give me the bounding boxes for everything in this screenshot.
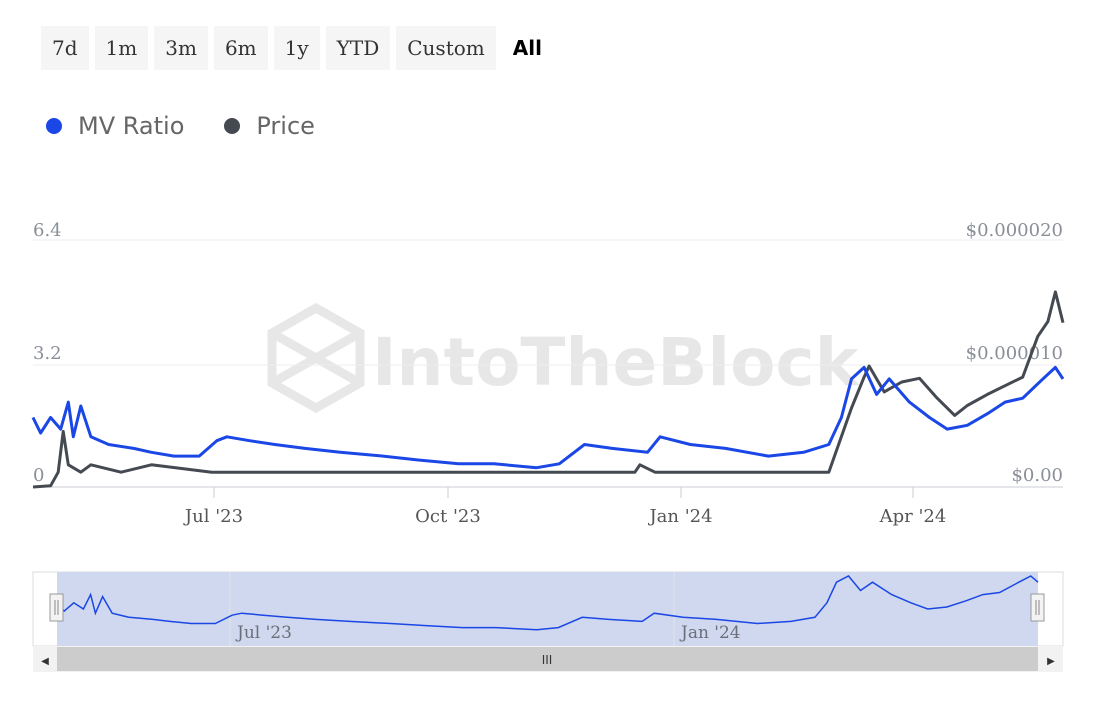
price-series-line <box>32 290 1065 489</box>
navigator-label-jan: Jan '24 <box>679 623 741 643</box>
y-left-tick-6.4: 6.4 <box>33 220 62 241</box>
range-button-all[interactable]: All <box>512 36 542 60</box>
legend-item-mv-ratio[interactable]: MV Ratio <box>46 112 184 140</box>
navigator-label-jul: Jul '23 <box>235 623 292 643</box>
range-button-6m[interactable]: 6m <box>213 26 268 70</box>
y-right-tick-bottom: $0.00 <box>1011 465 1063 486</box>
scroll-right-arrow-icon[interactable]: ▶ <box>1047 656 1055 667</box>
range-button-7d[interactable]: 7d <box>41 26 89 70</box>
legend-label-mv-ratio: MV Ratio <box>78 112 185 140</box>
range-button-3m[interactable]: 3m <box>154 26 208 70</box>
y-left-tick-3.2: 3.2 <box>33 343 62 364</box>
scrollbar[interactable]: III ◀ ▶ <box>33 646 1063 672</box>
x-axis-ticks: Jul '23 Oct '23 Jan '24 Apr '24 <box>183 487 946 527</box>
y-right-tick-top: $0.000020 <box>966 220 1063 241</box>
navigator-selected-range[interactable] <box>57 572 1038 646</box>
range-button-1y[interactable]: 1y <box>273 26 320 70</box>
navigator-series-line <box>56 575 1039 631</box>
range-button-ytd[interactable]: YTD <box>325 26 391 70</box>
scroll-left-arrow-icon[interactable]: ◀ <box>41 656 49 667</box>
watermark-text: IntoTheBlock <box>372 324 861 401</box>
mv-ratio-dot-icon <box>46 118 62 134</box>
x-tick-jan-24: Jan '24 <box>647 506 712 527</box>
y-right-tick-mid: $0.000010 <box>966 343 1063 364</box>
price-dot-icon <box>224 118 241 134</box>
chart-legend: MV Ratio Price <box>46 112 315 140</box>
x-tick-jul-23: Jul '23 <box>183 506 243 527</box>
range-button-1m[interactable]: 1m <box>94 26 149 70</box>
x-tick-apr-24: Apr '24 <box>879 506 947 527</box>
mv-ratio-series-line <box>31 365 1065 470</box>
navigator-right-handle[interactable] <box>1030 593 1045 622</box>
y-left-tick-0: 0 <box>33 465 44 486</box>
scrollbar-thumb[interactable] <box>57 647 1038 671</box>
x-tick-oct-23: Oct '23 <box>415 506 481 527</box>
range-selector: 7d 1m 3m 6m 1y YTD Custom All <box>41 26 553 70</box>
legend-label-price: Price <box>256 112 315 140</box>
watermark: IntoTheBlock <box>267 302 861 414</box>
navigator: Jul '23 Jan '24 <box>32 571 1064 647</box>
watermark-logo-icon <box>267 302 365 414</box>
range-button-custom[interactable]: Custom <box>396 26 496 70</box>
legend-item-price[interactable]: Price <box>224 112 315 140</box>
navigator-left-handle[interactable] <box>49 593 64 622</box>
scrollbar-grip-icon: III <box>542 653 553 667</box>
